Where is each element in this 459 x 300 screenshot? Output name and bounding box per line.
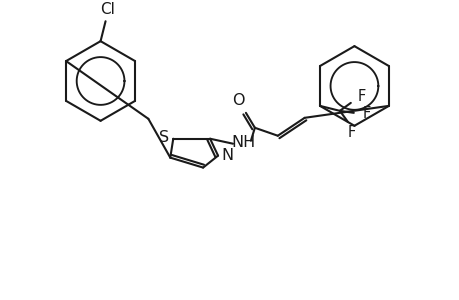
Text: NH: NH (231, 135, 256, 150)
Text: O: O (231, 93, 244, 108)
Text: F: F (357, 89, 365, 104)
Text: F: F (347, 125, 355, 140)
Text: F: F (362, 106, 370, 121)
Text: S: S (159, 130, 169, 145)
Text: N: N (220, 148, 233, 163)
Text: Cl: Cl (100, 2, 115, 17)
